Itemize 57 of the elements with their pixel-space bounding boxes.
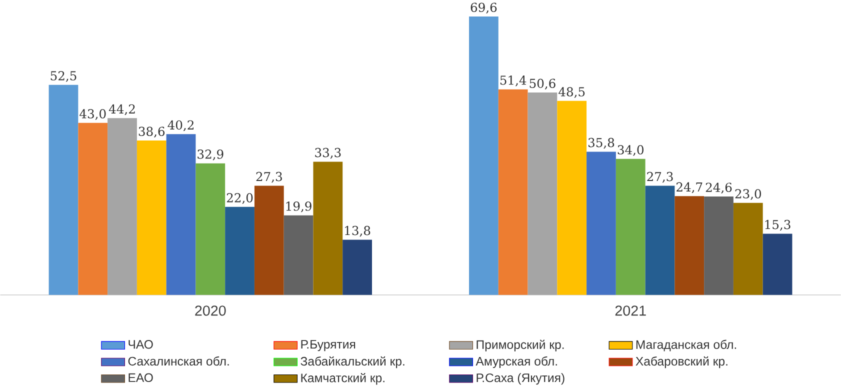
bar (498, 89, 528, 296)
bar (225, 207, 254, 296)
bar (616, 159, 646, 296)
data-label: 35,8 (588, 138, 614, 149)
data-label: 22,0 (226, 193, 253, 204)
data-label: 48,5 (558, 87, 585, 98)
x-tick-label: 2020 (195, 306, 226, 316)
bar (528, 92, 558, 296)
bar (108, 118, 137, 296)
bar (254, 186, 284, 296)
data-label: 15,3 (765, 220, 790, 231)
bar (48, 85, 78, 296)
bar (645, 186, 675, 296)
data-label: 34,0 (618, 145, 644, 156)
data-label: 44,2 (108, 104, 135, 116)
bar (557, 101, 587, 296)
bar (78, 123, 108, 296)
x-tick-label: 2021 (615, 306, 646, 316)
bar (704, 196, 734, 296)
bar (762, 234, 792, 296)
legend-label: Забайкальский кр. (300, 356, 404, 368)
data-label: 27,3 (256, 172, 282, 183)
bar (586, 152, 616, 296)
bar (469, 16, 498, 296)
bar (196, 163, 226, 296)
legend-label: Р.Бурятия (301, 340, 356, 352)
legend-label: Хабаровский кр. (636, 356, 728, 368)
data-label: 27,3 (647, 172, 673, 183)
bar (284, 215, 314, 296)
data-label: 40,2 (168, 120, 194, 132)
bar (313, 162, 343, 296)
legend-label: ЧАО (128, 340, 153, 349)
data-label: 52,5 (50, 71, 76, 82)
bar (674, 196, 704, 296)
data-label: 32,9 (198, 150, 224, 160)
data-label: 50,6 (530, 78, 556, 90)
bar (733, 203, 763, 296)
legend-label: ЕАО (128, 373, 153, 382)
data-label: 33,3 (315, 148, 341, 159)
data-label: 43,0 (80, 109, 106, 120)
data-label: 69,6 (470, 2, 497, 14)
legend-label: Магаданская обл. (636, 340, 736, 352)
legend-label: Амурская обл. (476, 356, 557, 368)
bar (342, 240, 372, 296)
data-label: 13,8 (345, 226, 370, 237)
bar (166, 134, 196, 296)
data-label: 24,7 (676, 182, 702, 194)
legend-label: Сахалинская обл. (128, 356, 229, 366)
legend-label: Камчатский кр. (301, 373, 384, 385)
data-label: 38,6 (138, 126, 165, 138)
legend-label: Р.Саха (Якутия) (476, 373, 564, 385)
data-label: 23,0 (735, 189, 762, 200)
bar (136, 140, 166, 296)
data-label: 24,6 (706, 182, 732, 194)
data-label: 51,4 (500, 76, 526, 86)
legend-label: Приморский кр. (476, 340, 564, 352)
data-label: 19,9 (286, 202, 312, 212)
